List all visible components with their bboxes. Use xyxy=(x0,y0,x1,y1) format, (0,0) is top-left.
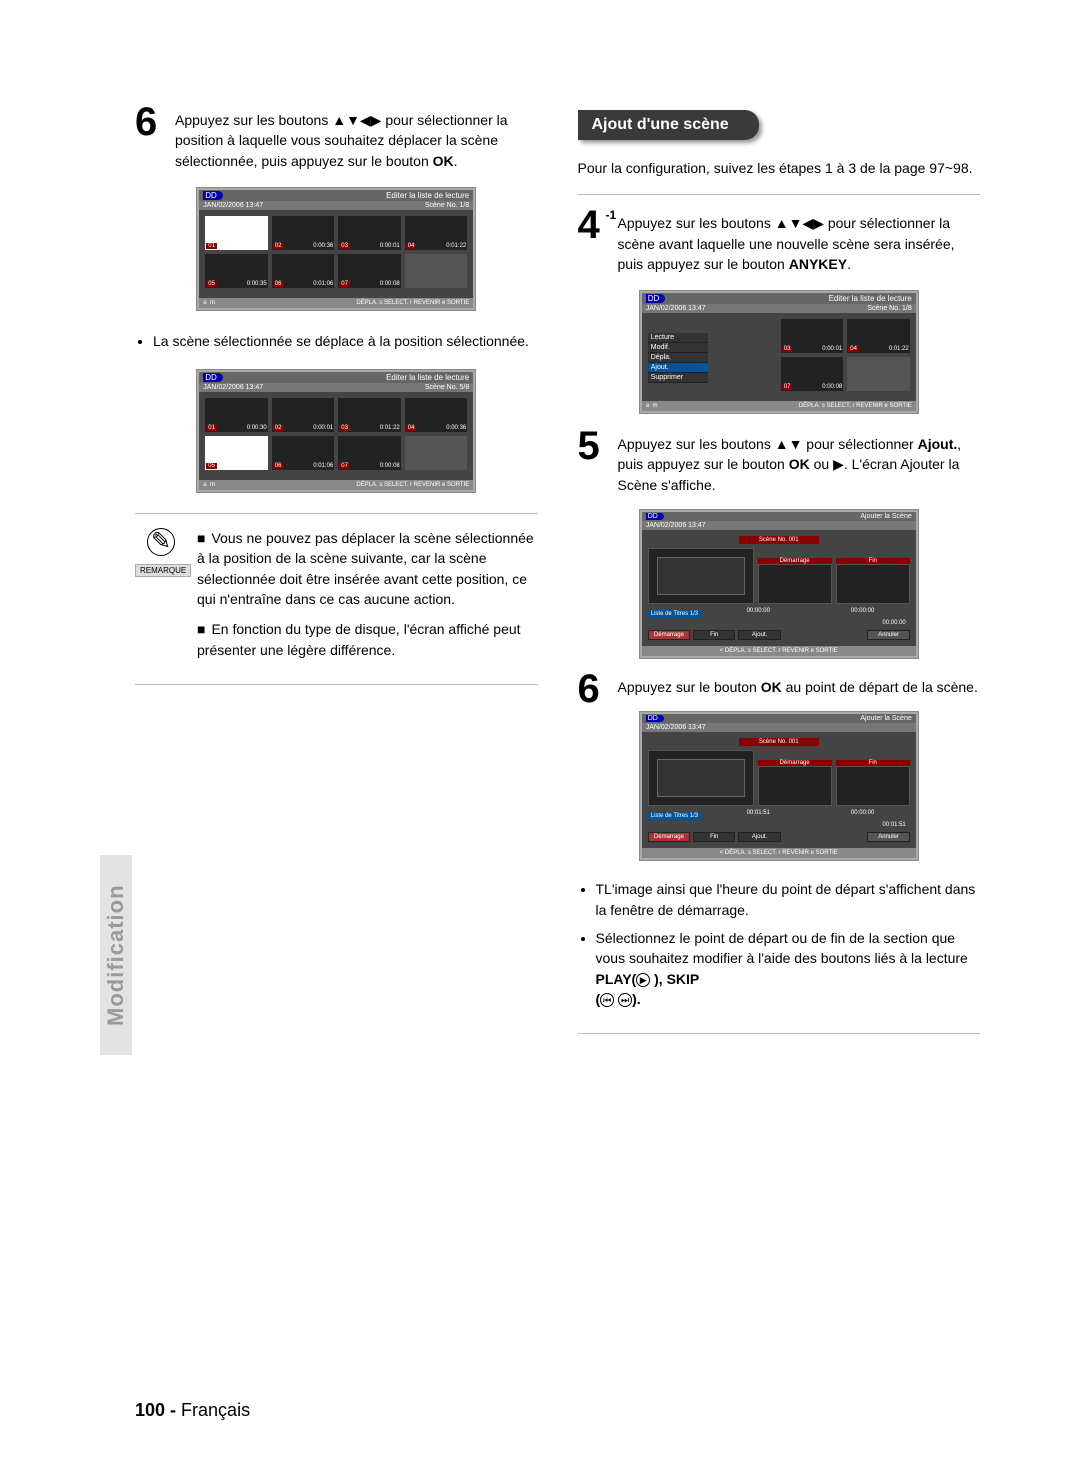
cell-05: 050:00:35 xyxy=(205,254,268,288)
context-menu: Lecture Modif. Dépla. Ajout. Supprimer xyxy=(648,333,708,383)
step-4-sup: -1 xyxy=(606,207,617,224)
step-6-left-dot: . xyxy=(454,153,458,169)
note-1-text: Vous ne pouvez pas déplacer la scène sél… xyxy=(197,530,534,607)
section-heading: Ajout d'une scène xyxy=(578,110,759,140)
intro-text: Pour la configuration, suivez les étapes… xyxy=(578,158,981,195)
step-5-num: 5 xyxy=(578,426,600,466)
menu-ajout: Ajout. xyxy=(648,363,708,373)
cell2-03: 030:01:22 xyxy=(338,398,401,432)
cell-02: 020:00:36 xyxy=(272,216,335,250)
bullets-right: TL'image ainsi que l'heure du point de d… xyxy=(578,879,981,1034)
step-6-left-num: 6 xyxy=(135,102,157,142)
step-4-num: 4 xyxy=(578,205,600,245)
anykey-word: ANYKEY xyxy=(789,256,847,272)
grid4-scene: Scène No. 1/8 xyxy=(867,305,911,312)
step-6-left-text: Appuyez sur les boutons ▲▼◀▶ pour sélect… xyxy=(175,112,508,169)
menu-depla: Dépla. xyxy=(648,353,708,363)
scene-grid-menu: DDEditer la liste de lecture JAN/02/2006… xyxy=(639,290,919,414)
cell2-blank xyxy=(405,436,468,470)
play-icon: ▶ xyxy=(636,973,650,987)
step-6-right-num: 6 xyxy=(578,669,600,709)
note-label: REMARQUE xyxy=(135,564,191,577)
bullet-icon: ■ xyxy=(197,619,205,639)
note-icon: ✎ xyxy=(147,528,175,556)
dvd-footer: < DÉPLA. s SELECT. r REVENIR e SORTIE xyxy=(642,646,916,656)
btn-annuler: Annuler xyxy=(867,630,909,640)
add-scene-screen-1: DDAjouter la Scène JAN/02/2006 13:47 Scè… xyxy=(639,509,919,659)
left-column: 6 Appuyez sur les boutons ▲▼◀▶ pour séle… xyxy=(135,110,538,1050)
cell2-07: 070:00:08 xyxy=(338,436,401,470)
cell-blank xyxy=(405,254,468,288)
cell-07: 070:00:08 xyxy=(338,254,401,288)
page-number: 100 - Français xyxy=(135,1400,250,1421)
cell2-02: 020:00:01 xyxy=(272,398,335,432)
bullet-r2: Sélectionnez le point de départ ou de fi… xyxy=(596,928,981,1009)
btn-demarrage: Démarrage xyxy=(648,630,690,640)
cell2-06: 060:01:06 xyxy=(272,436,335,470)
grid-footer-nav: DÉPLA. s SELECT. r REVENIR e SORTIE xyxy=(356,300,469,306)
grid-dd: DD xyxy=(203,191,223,200)
remark-note: ✎ REMARQUE ■Vous ne pouvez pas déplacer … xyxy=(135,513,538,685)
grid-date: JAN/02/2006 13:47 xyxy=(203,202,263,209)
page-number-lang: Français xyxy=(181,1400,250,1420)
ajout-word: Ajout. xyxy=(918,436,958,452)
bullet-1: La scène sélectionnée se déplace à la po… xyxy=(153,331,538,351)
add-scene-screen-2: DDAjouter la Scène JAN/02/2006 13:47 Scè… xyxy=(639,711,919,861)
step-4: 4 -1 Appuyez sur les boutons ▲▼◀▶ pour s… xyxy=(578,213,981,274)
cell-01: 010:00:30 xyxy=(205,216,268,250)
scene-no-label: Scène No. 001 xyxy=(739,536,819,544)
grid-scene-1: Scène No. 1/8 xyxy=(425,202,469,209)
scene-grid-2: DDEditer la liste de lecture JAN/02/2006… xyxy=(196,369,476,493)
cell-04: 040:01:22 xyxy=(405,216,468,250)
menu-modif: Modif. xyxy=(648,343,708,353)
cell2-01: 010:00:30 xyxy=(205,398,268,432)
step-6-right: 6 Appuyez sur le bouton OK au point de d… xyxy=(578,677,981,697)
elapsed-time: 00:00:00 xyxy=(648,618,910,626)
ok-word: OK xyxy=(433,153,454,169)
menu-supprimer: Supprimer xyxy=(648,373,708,383)
bullet-after-grid1: La scène sélectionnée se déplace à la po… xyxy=(135,331,538,351)
bullet-icon: ■ xyxy=(197,528,205,548)
preview-pane xyxy=(648,548,754,604)
step-4-text: Appuyez sur les boutons ▲▼◀▶ pour sélect… xyxy=(618,215,955,272)
step-5: 5 Appuyez sur les boutons ▲▼ pour sélect… xyxy=(578,434,981,495)
cell-03: 030:00:01 xyxy=(338,216,401,250)
right-column: Ajout d'une scène Pour la configuration,… xyxy=(578,110,981,1050)
step-5-text-a: Appuyez sur les boutons ▲▼ pour sélectio… xyxy=(618,436,918,452)
page-number-n: 100 - xyxy=(135,1400,176,1420)
cell-06: 060:01:06 xyxy=(272,254,335,288)
menu-lecture: Lecture xyxy=(648,333,708,343)
grid-scene-2: Scène No. 5/8 xyxy=(425,384,469,391)
skip-back-icon: ⏮ xyxy=(600,993,614,1007)
bullet-r1: TL'image ainsi que l'heure du point de d… xyxy=(596,879,981,920)
title-list-label: Liste de Titres 1/3 xyxy=(648,610,701,618)
step-6-left: 6 Appuyez sur les boutons ▲▼◀▶ pour séle… xyxy=(135,110,538,171)
page-content: 6 Appuyez sur les boutons ▲▼◀▶ pour séle… xyxy=(0,0,1080,1110)
skip-fwd-icon: ⏭ xyxy=(618,993,632,1007)
note-2-text: En fonction du type de disque, l'écran a… xyxy=(197,621,521,657)
grid-title: Editer la liste de lecture xyxy=(386,191,469,200)
g4-cell-04: 040:01:22 xyxy=(847,319,910,353)
g4-cell-07: 070:00:08 xyxy=(781,357,844,391)
btn-fin: Fin xyxy=(693,630,735,640)
btn-ajout: Ajout. xyxy=(738,630,780,640)
scene-grid-1: DD Editer la liste de lecture JAN/02/2006… xyxy=(196,187,476,311)
cell2-04: 040:00:36 xyxy=(405,398,468,432)
cell2-05: 050:00:21 xyxy=(205,436,268,470)
g4-cell-03: 030:00:01 xyxy=(781,319,844,353)
